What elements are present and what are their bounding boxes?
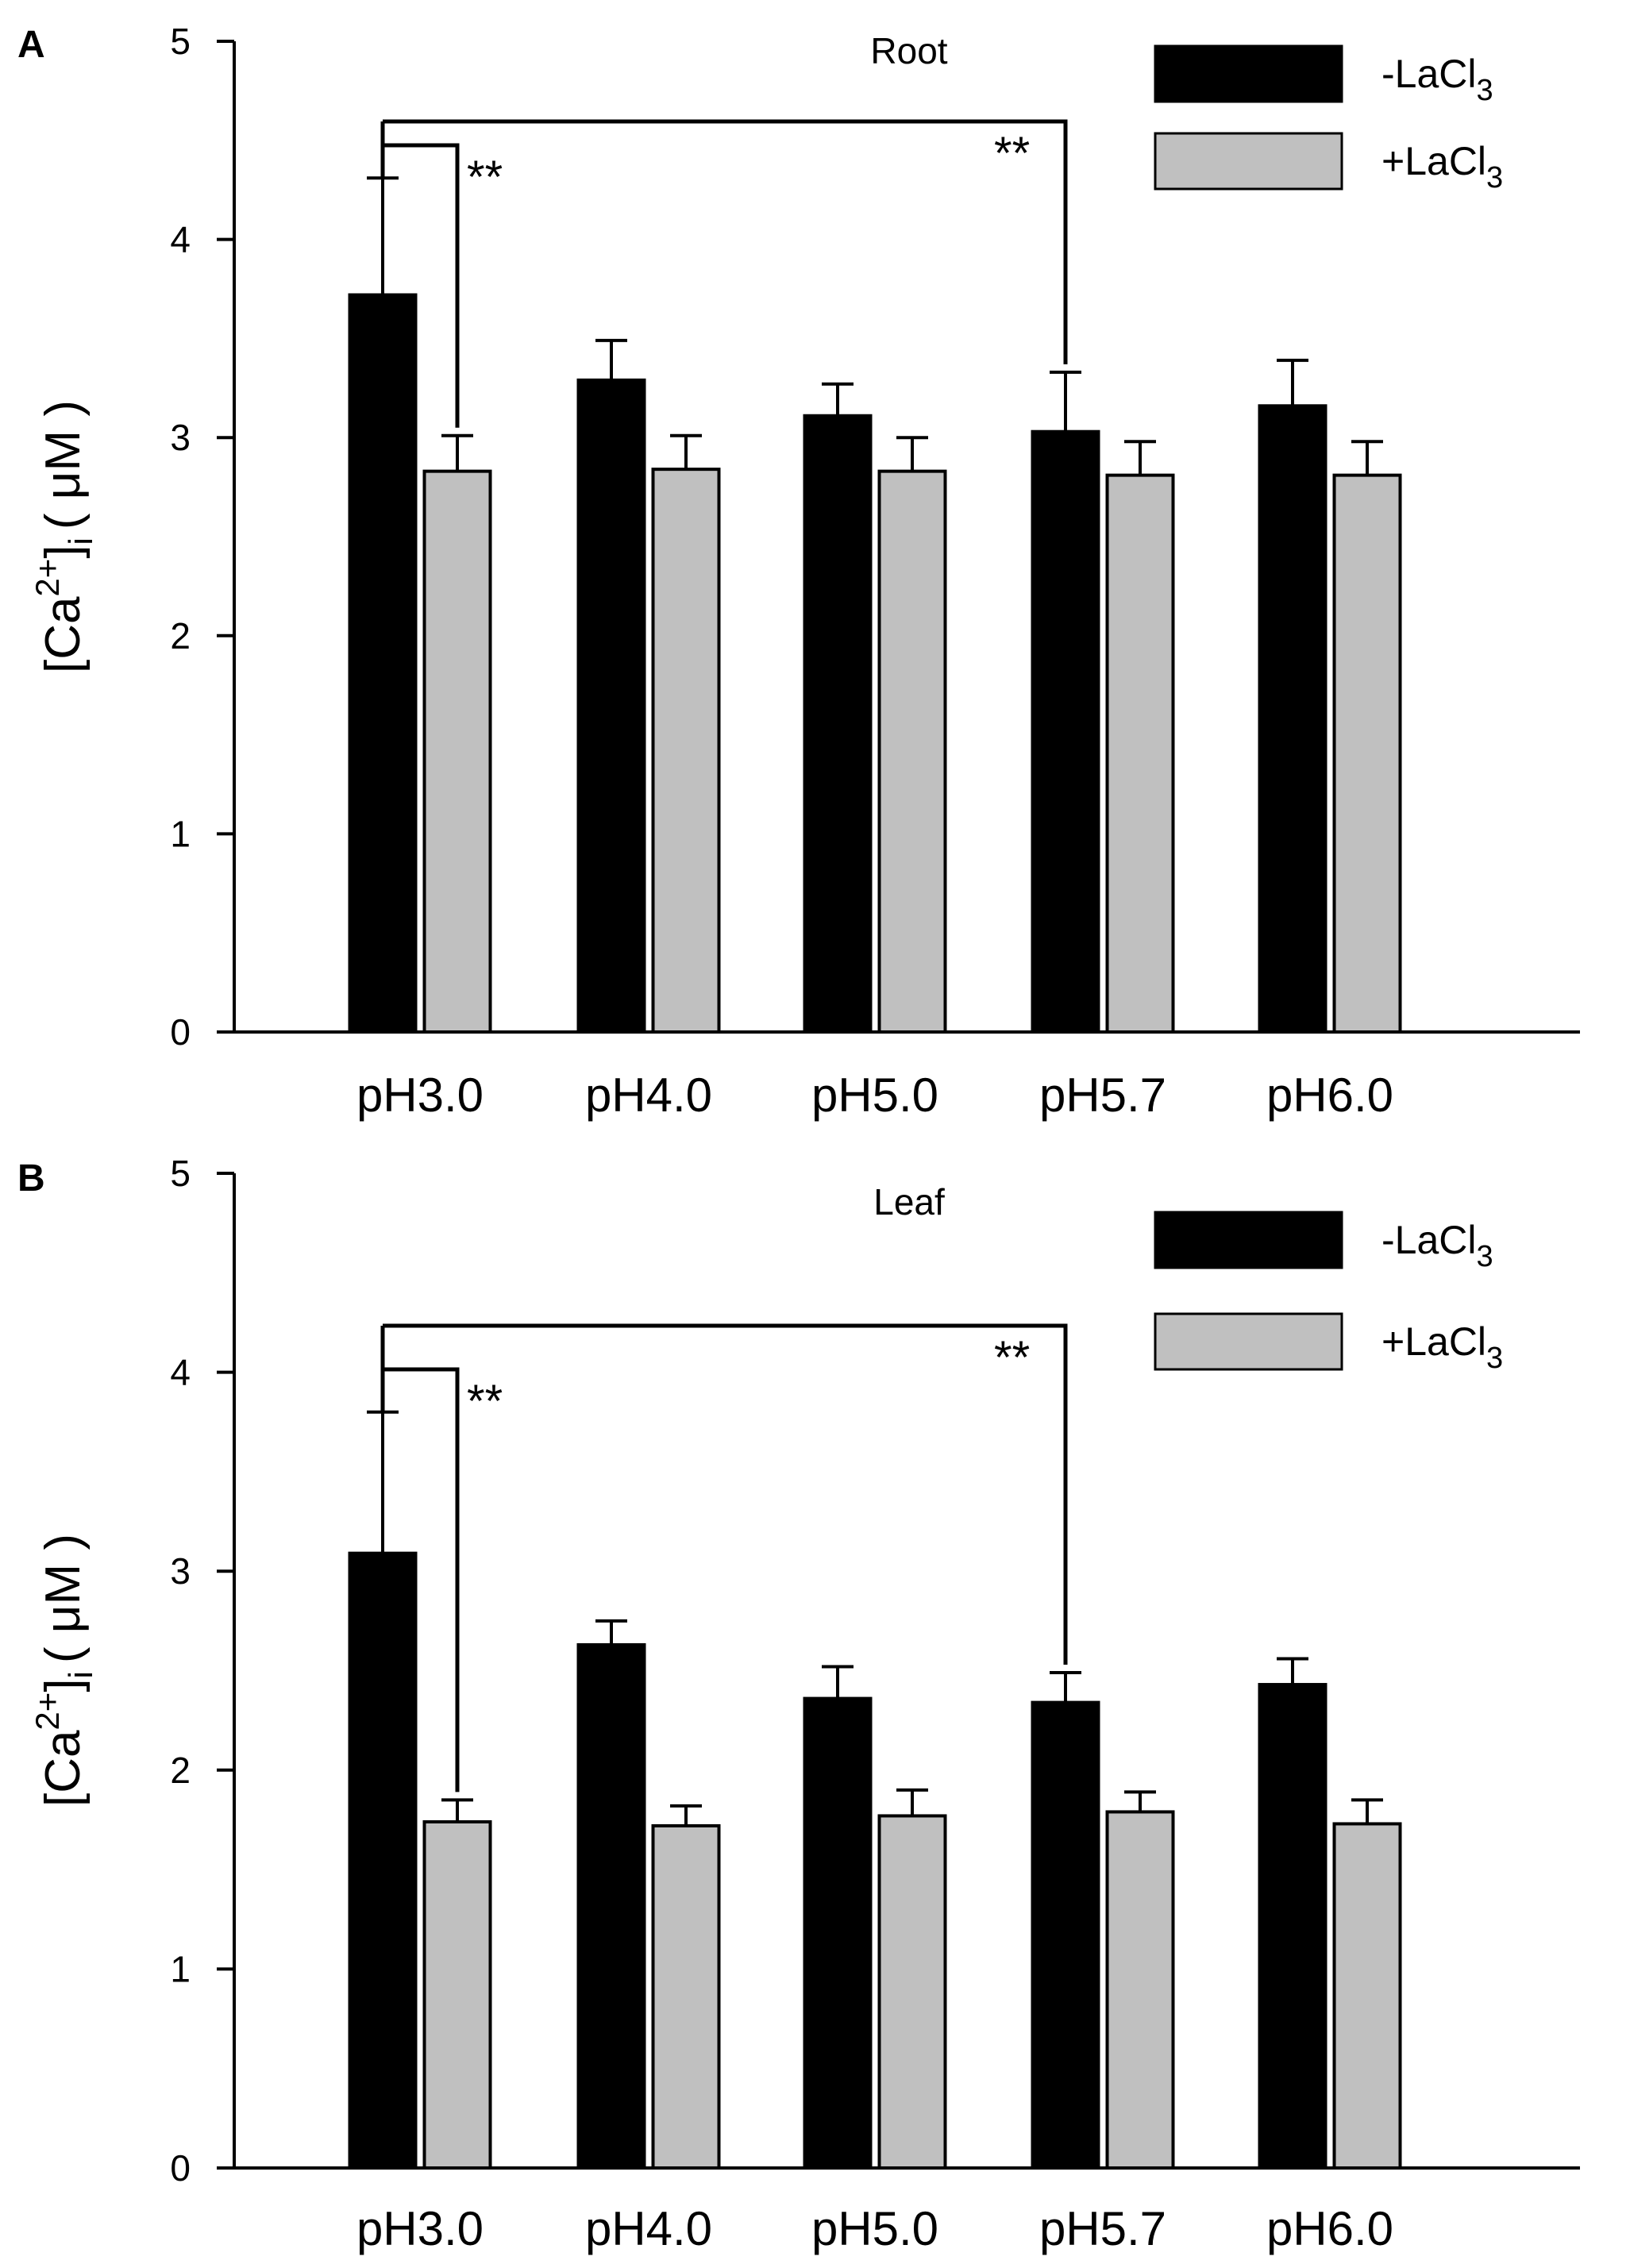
significance-marker-1: **	[994, 1332, 1030, 1384]
legend-swatch-0	[1154, 1211, 1343, 1269]
significance-marker-0: **	[467, 1376, 503, 1427]
bar-pH4.0-s0	[576, 1642, 646, 2170]
bar-pH4.0-s1	[651, 468, 721, 1034]
legend-label-sub: 3	[1476, 74, 1493, 107]
y-tick-label: 0	[170, 2147, 191, 2189]
y-label-sup: 2+	[29, 559, 66, 597]
legend-label-1: +LaCl3	[1381, 1319, 1503, 1375]
bar-pH6.0-s1	[1332, 1822, 1402, 2170]
bar-pH6.0-s1	[1332, 473, 1402, 1034]
x-tick-label: pH5.0	[811, 1069, 938, 1122]
y-tick-label: 2	[170, 1750, 191, 1791]
y-label-sub: i	[62, 537, 99, 545]
panel-label: B	[17, 1157, 45, 1199]
significance-bracket-1	[383, 1323, 1068, 1665]
significance-bracket-0	[383, 143, 460, 428]
y-axis-label: [Ca2+]i ( μM )	[29, 1534, 99, 1807]
bar-pH5.0-s0	[803, 414, 873, 1034]
y-label-close: ]	[36, 545, 91, 558]
bar-pH4.0-s1	[651, 1823, 721, 2170]
bar-pH5.7-s1	[1105, 473, 1175, 1034]
y-tick-label: 5	[170, 21, 191, 62]
y-label-sub: i	[62, 1671, 99, 1678]
legend-label-sub: 3	[1486, 1342, 1503, 1375]
x-tick-label: pH6.0	[1266, 2202, 1393, 2255]
x-tick-label: pH5.7	[1039, 1069, 1166, 1122]
x-tick-label: pH5.0	[811, 2202, 938, 2255]
chart-title: Root	[870, 30, 947, 71]
y-label-main: [Ca	[36, 596, 91, 673]
y-tick-label: 3	[170, 417, 191, 458]
bar-pH6.0-s0	[1258, 404, 1328, 1034]
bar-pH5.0-s1	[877, 1814, 947, 2170]
significance-bracket-1	[383, 119, 1068, 364]
chart-title: Leaf	[873, 1181, 945, 1223]
legend-label-main: -LaCl	[1381, 1218, 1476, 1262]
y-tick-label: 3	[170, 1550, 191, 1592]
x-tick-label: pH3.0	[356, 2202, 484, 2255]
legend-label-sub: 3	[1476, 1240, 1493, 1273]
significance-marker-1: **	[994, 128, 1030, 179]
y-label-main: [Ca	[36, 1730, 91, 1807]
panel-b-leaf: 0 1 2 3 4 5 pH3.0 pH4.0 pH5.0 pH5.7 pH6.0 B Leaf [Ca2…	[17, 1153, 1580, 2255]
legend-label-main: +LaCl	[1381, 139, 1486, 183]
significance-bracket-0	[383, 1367, 460, 1792]
bar-pH4.0-s0	[576, 378, 646, 1034]
y-tick-label: 1	[170, 813, 191, 854]
legend-label-0: -LaCl3	[1381, 1218, 1493, 1273]
x-tick-label: pH5.7	[1039, 2202, 1166, 2255]
bar-pH5.7-s0	[1031, 429, 1100, 1034]
y-label-sup: 2+	[29, 1692, 66, 1731]
y-tick-label: 0	[170, 1011, 191, 1053]
x-tick-label: pH4.0	[585, 2202, 712, 2255]
y-axis-label: [Ca2+]i ( μM )	[29, 400, 99, 673]
bar-pH5.7-s0	[1031, 1700, 1100, 2170]
legend-label-0: -LaCl3	[1381, 52, 1493, 107]
bar-pH5.0-s0	[803, 1696, 873, 2170]
y-label-unit: ( μM )	[36, 400, 91, 529]
bar-pH3.0-s1	[422, 469, 492, 1034]
y-label-close: ]	[36, 1678, 91, 1692]
legend-swatch-1	[1154, 132, 1343, 191]
y-tick-label: 4	[170, 219, 191, 260]
y-tick-label: 2	[170, 615, 191, 657]
x-tick-label: pH6.0	[1266, 1069, 1393, 1122]
bar-pH3.0-s0	[348, 1551, 418, 2170]
panel-a-root: 0 1 2 3 4 5 pH3.0 pH4.0 pH5.0 pH5.7 pH6.0 A Root [Ca2…	[17, 21, 1580, 1122]
bar-pH5.0-s1	[877, 469, 947, 1034]
legend-label-1: +LaCl3	[1381, 139, 1503, 194]
y-tick-label: 4	[170, 1352, 191, 1393]
legend-swatch-0	[1154, 44, 1343, 103]
y-label-unit: ( μM )	[36, 1534, 91, 1663]
legend-label-main: +LaCl	[1381, 1319, 1486, 1364]
y-tick-label: 1	[170, 1948, 191, 1989]
bar-pH3.0-s0	[348, 293, 418, 1034]
x-tick-label: pH3.0	[356, 1069, 484, 1122]
legend-label-sub: 3	[1486, 161, 1503, 194]
legend-swatch-1	[1154, 1312, 1343, 1371]
y-tick-label: 5	[170, 1153, 191, 1194]
bar-pH3.0-s1	[422, 1819, 492, 2170]
legend-label-main: -LaCl	[1381, 52, 1476, 96]
x-tick-label: pH4.0	[585, 1069, 712, 1122]
panel-label: A	[17, 24, 45, 66]
bar-pH5.7-s1	[1105, 1810, 1175, 2170]
bar-pH6.0-s0	[1258, 1683, 1328, 2170]
significance-marker-0: **	[467, 152, 503, 203]
